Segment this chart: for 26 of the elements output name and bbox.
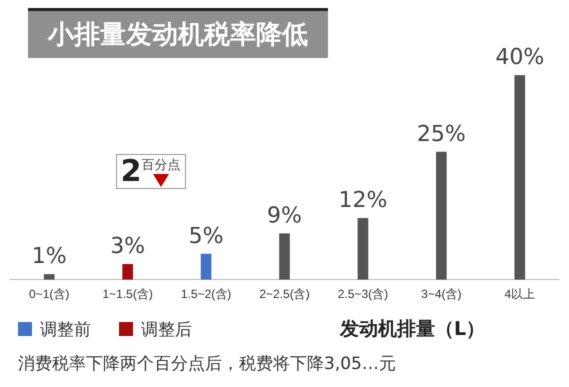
bar xyxy=(279,233,290,280)
text: 消费税率下降两个百分点后，税费将下降3,05…元 xyxy=(18,353,396,375)
bar xyxy=(122,264,133,280)
x-tick-label: 0~1(含) xyxy=(29,287,70,302)
data-label: 25% xyxy=(416,122,466,147)
legend-label: 调整前 xyxy=(40,320,91,340)
x-tick-label: 2~2.5(含) xyxy=(259,287,310,302)
chart-title: 小排量发动机税率降低 xyxy=(28,8,328,58)
data-label: 40% xyxy=(495,45,544,70)
data-label: 12% xyxy=(338,188,388,214)
data-label: 9% xyxy=(267,203,302,228)
bar xyxy=(44,274,55,280)
bar xyxy=(358,218,368,280)
legend-label: 调整后 xyxy=(141,320,192,340)
bar xyxy=(436,152,447,280)
x-tick-label: 2.5~3(含) xyxy=(338,287,388,302)
bar xyxy=(514,75,526,280)
data-label: 5% xyxy=(188,224,224,249)
x-tick-label: 4以上 xyxy=(504,287,536,302)
x-tick-label: 1~1.5(含) xyxy=(102,287,153,302)
x-axis-title: 发动机排量（L） xyxy=(340,317,486,342)
bar xyxy=(200,254,212,280)
x-tick-label: 3~4(含) xyxy=(421,287,462,302)
x-tick-label: 1.5~2(含) xyxy=(180,287,232,302)
data-label: 1% xyxy=(32,244,67,270)
data-label: 3% xyxy=(110,234,146,260)
